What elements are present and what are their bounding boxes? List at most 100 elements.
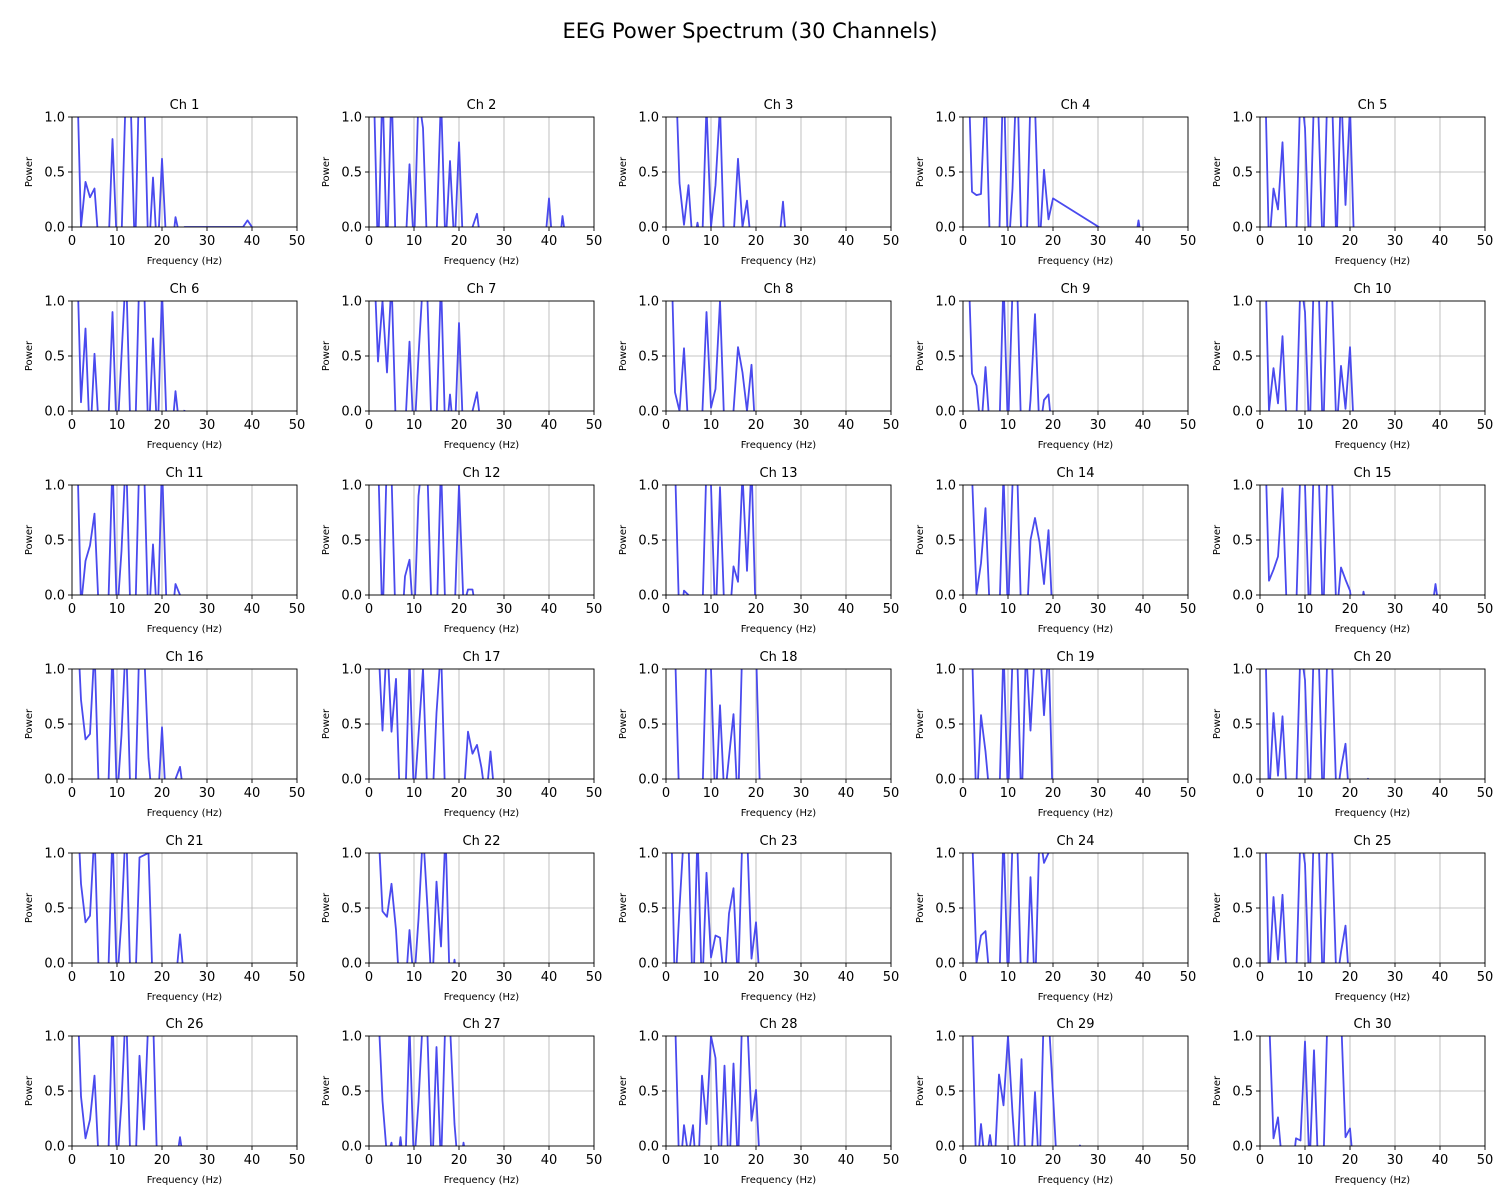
x-tick-label: 40 (1135, 786, 1152, 801)
x-tick-label: 40 (838, 234, 855, 249)
x-tick-label: 0 (365, 1153, 373, 1168)
x-tick-label: 10 (1297, 786, 1314, 801)
y-axis-label: Power (24, 524, 35, 555)
x-tick-label: 10 (406, 418, 423, 433)
x-tick-label: 30 (1090, 602, 1107, 617)
x-tick-label: 20 (748, 418, 765, 433)
y-tick-label: 1.0 (935, 663, 956, 678)
panel-title: Ch 4 (1061, 98, 1091, 113)
y-tick-label: 1.0 (1232, 847, 1253, 862)
panel-title: Ch 10 (1354, 282, 1392, 297)
y-tick-label: 0.0 (935, 589, 956, 604)
y-tick-label: 1.0 (638, 295, 659, 310)
x-tick-label: 30 (793, 234, 810, 249)
y-tick-label: 0.0 (1232, 1140, 1253, 1155)
y-tick-label: 1.0 (935, 479, 956, 494)
y-tick-label: 0.0 (638, 1140, 659, 1155)
series-line-ch-2 (373, 117, 565, 227)
series-line-ch-1 (77, 117, 253, 227)
x-tick-label: 40 (244, 418, 261, 433)
x-tick-label: 40 (1432, 602, 1449, 617)
panel-ch-12: 0 10 20 30 40 50 0.0 0.5 1.0 Ch 12 Frequency (Hz) P… (321, 466, 602, 635)
y-axis-label: Power (321, 708, 332, 739)
y-tick-label: 0.5 (341, 350, 362, 365)
x-tick-label: 30 (1387, 1153, 1404, 1168)
y-axis-label: Power (24, 156, 35, 187)
y-axis-label: Power (915, 524, 926, 555)
y-tick-label: 1.0 (638, 663, 659, 678)
x-axis-label: Frequency (Hz) (444, 624, 520, 635)
x-tick-label: 50 (289, 970, 306, 985)
x-tick-label: 20 (451, 1153, 468, 1168)
panel-ch-23: 0 10 20 30 40 50 0.0 0.5 1.0 Ch 23 Frequency (Hz) P… (618, 834, 900, 1003)
x-tick-label: 30 (496, 602, 513, 617)
y-tick-label: 1.0 (44, 847, 65, 862)
x-tick-label: 20 (154, 602, 171, 617)
y-tick-label: 1.0 (638, 111, 659, 126)
y-tick-label: 0.0 (341, 957, 362, 972)
y-tick-label: 0.5 (341, 534, 362, 549)
y-tick-label: 0.0 (935, 1140, 956, 1155)
x-tick-label: 40 (1135, 602, 1152, 617)
x-tick-label: 10 (1297, 1153, 1314, 1168)
y-axis-label: Power (321, 1075, 332, 1106)
panel-ch-2: 0 10 20 30 40 50 0.0 0.5 1.0 Ch 2 Frequency (Hz) Po… (321, 98, 602, 267)
y-tick-label: 0.5 (44, 350, 65, 365)
panel-ch-9: 0 10 20 30 40 50 0.0 0.5 1.0 Ch 9 Frequency (Hz) Po… (915, 282, 1196, 451)
y-tick-label: 0.0 (638, 773, 659, 788)
x-tick-label: 50 (883, 1153, 900, 1168)
y-tick-label: 1.0 (1232, 111, 1253, 126)
panel-ch-18: 0 10 20 30 40 50 0.0 0.5 1.0 Ch 18 Frequency (Hz) P… (618, 650, 899, 819)
x-tick-label: 10 (406, 602, 423, 617)
y-tick-label: 1.0 (935, 295, 956, 310)
x-tick-label: 0 (365, 970, 373, 985)
y-axis-label: Power (1212, 340, 1223, 371)
panel-ch-22: 0 10 20 30 40 50 0.0 0.5 1.0 Ch 22 Frequency (Hz) P… (321, 834, 602, 1003)
x-axis-label: Frequency (Hz) (1038, 440, 1114, 451)
y-tick-label: 0.5 (1232, 718, 1253, 733)
y-tick-label: 1.0 (638, 847, 659, 862)
y-tick-label: 1.0 (44, 111, 65, 126)
panel-title: Ch 16 (166, 650, 204, 665)
panel-ch-3: 0 10 20 30 40 50 0.0 0.5 1.0 Ch 3 Frequency (Hz) Po… (618, 98, 900, 267)
x-tick-label: 40 (838, 418, 855, 433)
panel-ch-30: 0 10 20 30 40 50 0.0 0.5 1.0 Ch 30 Frequency (Hz) P… (1212, 1017, 1493, 1186)
x-tick-label: 30 (1090, 1153, 1107, 1168)
x-tick-label: 30 (199, 418, 216, 433)
x-tick-label: 20 (1342, 1153, 1359, 1168)
y-tick-label: 0.0 (1232, 773, 1253, 788)
x-tick-label: 50 (883, 970, 900, 985)
y-tick-label: 0.0 (638, 589, 659, 604)
panel-ch-29: 0 10 20 30 40 50 0.0 0.5 1.0 Ch 29 Frequency (Hz) P… (915, 1017, 1196, 1186)
x-tick-label: 40 (541, 1153, 558, 1168)
y-tick-label: 0.5 (935, 534, 956, 549)
y-tick-label: 0.0 (1232, 221, 1253, 236)
x-tick-label: 50 (586, 1153, 603, 1168)
series-line-ch-8 (671, 301, 756, 411)
x-tick-label: 30 (1387, 234, 1404, 249)
x-tick-label: 0 (365, 418, 373, 433)
panel-ch-15: 0 10 20 30 40 50 0.0 0.5 1.0 Ch 15 Frequency (Hz) P… (1212, 466, 1493, 635)
x-tick-label: 0 (68, 1153, 76, 1168)
x-tick-label: 10 (1297, 602, 1314, 617)
y-axis-label: Power (618, 892, 629, 923)
x-tick-label: 10 (406, 970, 423, 985)
x-tick-label: 20 (451, 234, 468, 249)
y-tick-label: 0.5 (341, 166, 362, 181)
x-tick-label: 0 (1256, 234, 1264, 249)
x-tick-label: 0 (959, 1153, 967, 1168)
panel-title: Ch 17 (463, 650, 501, 665)
y-tick-label: 0.0 (935, 957, 956, 972)
panel-title: Ch 20 (1354, 650, 1392, 665)
x-axis-label: Frequency (Hz) (1335, 992, 1411, 1003)
x-tick-label: 0 (1256, 970, 1264, 985)
panel-title: Ch 23 (760, 834, 798, 849)
x-tick-label: 50 (883, 234, 900, 249)
x-tick-label: 10 (109, 234, 126, 249)
x-tick-label: 20 (1342, 970, 1359, 985)
y-axis-label: Power (1212, 524, 1223, 555)
x-tick-label: 20 (748, 1153, 765, 1168)
y-tick-label: 1.0 (341, 1030, 362, 1045)
y-tick-label: 0.0 (44, 773, 65, 788)
